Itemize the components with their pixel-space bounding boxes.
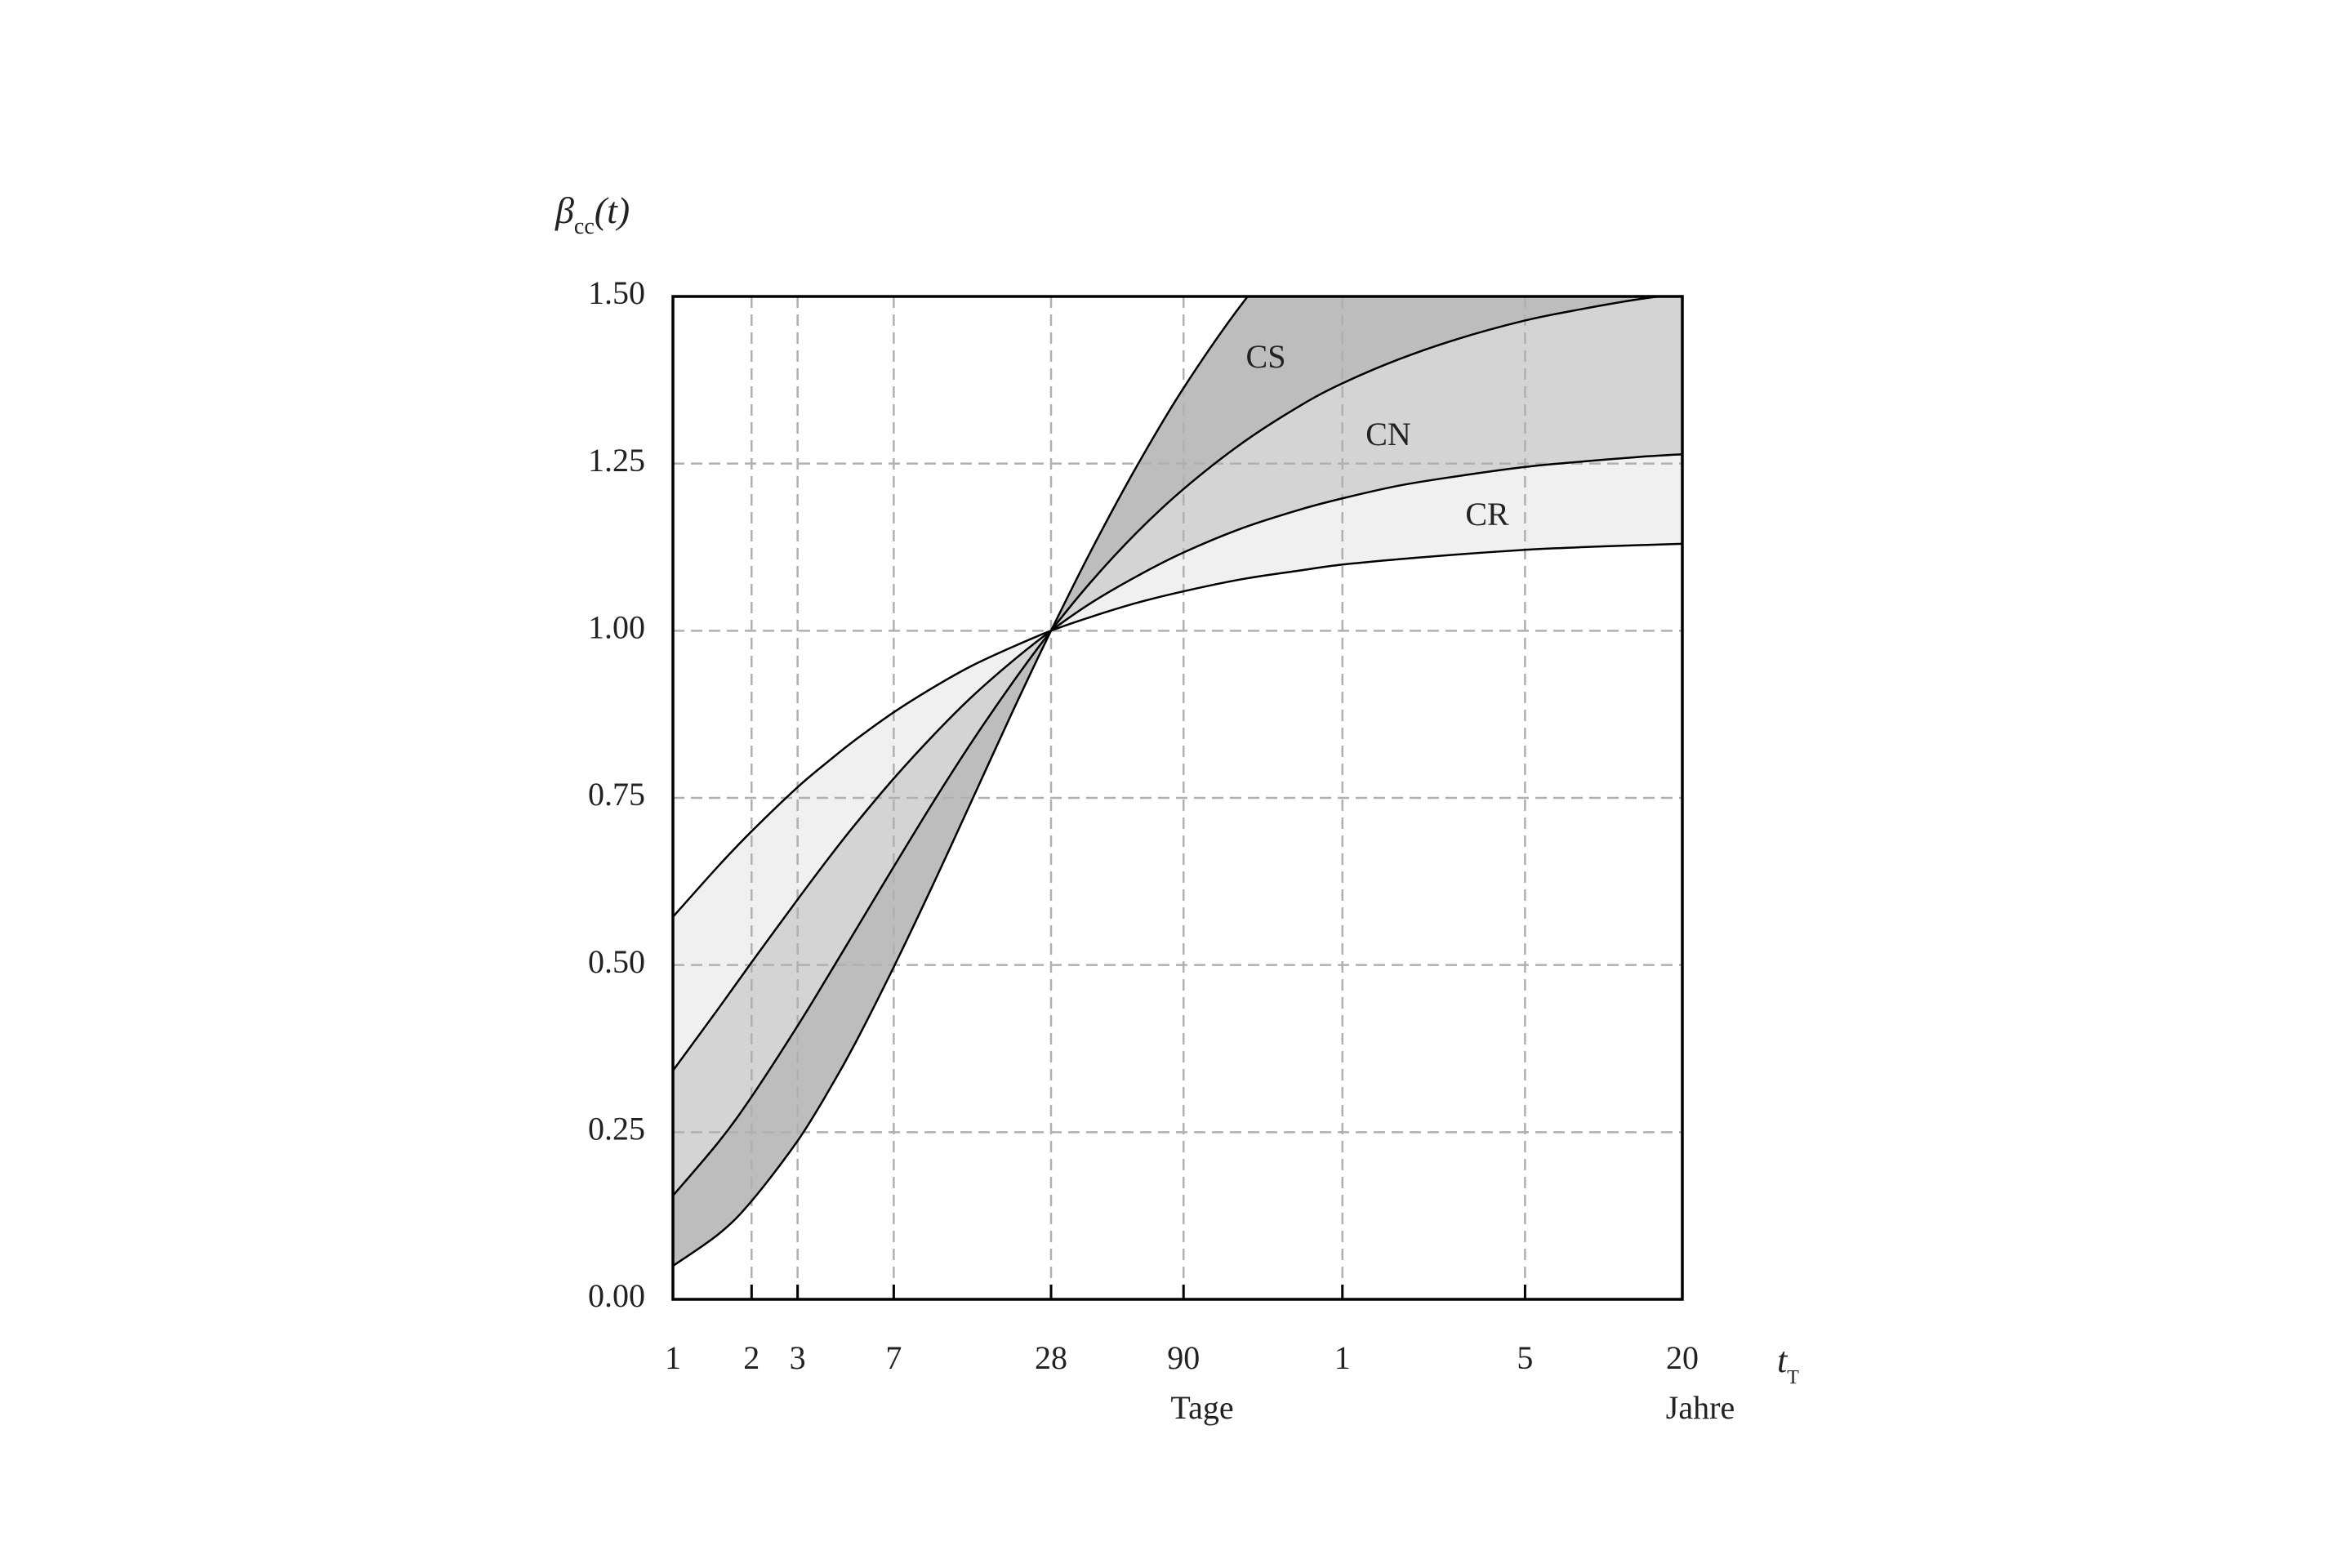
plot-frame <box>671 295 1684 1301</box>
x-tick-label: 1 <box>665 1339 681 1376</box>
annotation: CR <box>1465 496 1509 532</box>
annotation: CS <box>1246 338 1286 375</box>
curve <box>673 452 1682 1071</box>
y-tick-label: 1.00 <box>588 609 645 646</box>
y-tick-label: 0.50 <box>588 943 645 980</box>
x-tick-label: 1 <box>1334 1339 1351 1376</box>
x-label-main: t <box>1777 1340 1788 1380</box>
curves <box>673 296 1682 1267</box>
y-tick-label: 1.25 <box>588 442 645 479</box>
curve <box>673 542 1682 918</box>
unit-label: Jahre <box>1666 1389 1735 1426</box>
y-tick-label: 0.75 <box>588 776 645 813</box>
x-tick-label: 2 <box>743 1339 760 1376</box>
curve <box>673 296 1668 1196</box>
band <box>673 296 1661 1267</box>
x-label-sub: T <box>1787 1367 1799 1388</box>
y-tick-label: 0.25 <box>588 1111 645 1147</box>
x-tick-label: 90 <box>1167 1339 1200 1376</box>
band <box>673 296 1682 1196</box>
curve <box>673 296 1250 1267</box>
bands <box>673 296 1682 1267</box>
y-label-main: β <box>555 189 574 231</box>
x-tick-label: 3 <box>790 1339 806 1376</box>
band <box>673 454 1682 1071</box>
x-axis-label: tT <box>1777 1340 1799 1388</box>
annotation: CN <box>1365 416 1411 452</box>
y-axis-label: βcc(t) <box>555 189 630 240</box>
x-tick-label: 7 <box>885 1339 902 1376</box>
unit-label: Tage <box>1170 1389 1233 1426</box>
x-tick-label: 20 <box>1666 1339 1699 1376</box>
x-tick-label: 28 <box>1035 1339 1067 1376</box>
y-label-suffix: (t) <box>595 189 630 231</box>
y-tick-label: 0.00 <box>588 1277 645 1314</box>
y-label-sub: cc <box>574 214 595 239</box>
y-tick-label: 1.50 <box>588 274 645 311</box>
x-tick-label: 5 <box>1517 1339 1533 1376</box>
